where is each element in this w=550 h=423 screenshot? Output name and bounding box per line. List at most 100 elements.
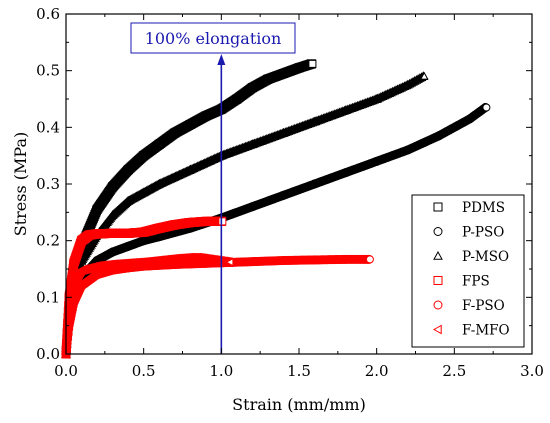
legend-label: PDMS: [462, 200, 505, 216]
data-point: [185, 164, 196, 174]
legend-item: P-PSO: [433, 225, 504, 241]
series-end-marker: [365, 255, 374, 264]
data-point: [310, 255, 320, 265]
legend-label: FPS: [462, 274, 490, 290]
data-point: [108, 247, 118, 257]
data-point: [278, 190, 288, 200]
data-point: [185, 120, 195, 129]
series-fps: [61, 216, 227, 359]
marker-square: [433, 202, 443, 212]
series-end-marker: [308, 59, 317, 68]
series-f-mfo: [60, 252, 234, 359]
data-point: [170, 220, 180, 230]
x-tick-label: 1.0: [209, 362, 233, 380]
data-point: [68, 278, 78, 289]
data-point: [193, 252, 202, 263]
series-end-marker: [482, 103, 491, 112]
data-point: [247, 257, 257, 267]
data-point: [92, 205, 102, 214]
data-point: [123, 241, 133, 251]
data-point: [92, 229, 102, 239]
data-point: [154, 178, 165, 188]
legend-item: PDMS: [433, 200, 505, 216]
data-point: [154, 139, 164, 149]
x-tick-label: 3.0: [520, 362, 544, 380]
y-axis-title: Stress (MPa): [11, 132, 30, 236]
data-point: [465, 114, 475, 124]
x-axis-title: Strain (mm/mm): [232, 395, 366, 414]
data-point: [278, 256, 288, 265]
legend-label: P-PSO: [462, 225, 504, 241]
data-point: [77, 236, 87, 246]
elongation-label: 100% elongation: [145, 29, 282, 48]
legend-item: FPS: [433, 274, 490, 290]
marker-circle: [433, 227, 443, 236]
y-tick-label: 0.6: [36, 5, 60, 23]
data-point: [247, 202, 257, 212]
data-point: [278, 69, 288, 78]
data-point: [123, 258, 132, 269]
elongation-arrowhead: [217, 54, 226, 65]
data-point: [403, 145, 413, 155]
data-point: [341, 168, 351, 178]
data-point: [76, 265, 86, 275]
y-tick-label: 0.3: [36, 175, 60, 193]
data-point: [247, 139, 258, 149]
legend-label: F-PSO: [462, 298, 505, 314]
data-point: [201, 216, 211, 226]
series-end-marker: [218, 217, 227, 226]
marker-circle: [433, 300, 443, 310]
y-tick-label: 0.5: [36, 62, 60, 80]
x-tick-label: 2.5: [442, 362, 466, 380]
data-point: [123, 165, 133, 175]
data-point: [139, 151, 149, 161]
series-pdms: [61, 59, 317, 359]
data-point: [64, 303, 73, 314]
data-point: [170, 128, 180, 138]
data-point: [108, 182, 118, 192]
data-point: [294, 63, 304, 73]
data-point: [341, 254, 351, 264]
data-point: [154, 255, 163, 266]
data-point: [309, 116, 320, 126]
y-tick-label: 0.1: [36, 288, 60, 306]
marker-triangle-left: [432, 324, 442, 335]
axis-ticks: 0.0 0.5 1.0 1.5 2.0 2.5 3.0 0.0 0.1 0.2 0.3 0.4 0.5 0…: [36, 5, 544, 380]
y-tick-label: 0.4: [36, 118, 60, 136]
data-point: [340, 105, 351, 115]
y-tick-label: 0.2: [36, 232, 60, 250]
series-p-pso: [61, 103, 491, 359]
data-point: [108, 228, 118, 238]
data-point: [310, 179, 320, 189]
series-end-marker: [419, 71, 429, 80]
data-point: [107, 210, 118, 219]
data-point: [200, 253, 210, 264]
data-point: [169, 253, 179, 264]
legend-label: F-MFO: [462, 323, 510, 339]
series-f-pso: [61, 254, 374, 359]
data-point: [263, 74, 273, 84]
data-point: [123, 228, 133, 238]
series-end-marker: [225, 257, 234, 267]
data-point: [402, 79, 413, 89]
data-point: [372, 156, 382, 166]
elongation-annotation: 100% elongation: [130, 22, 296, 354]
data-point: [139, 236, 149, 246]
x-tick-label: 0.0: [54, 362, 78, 380]
data-point: [434, 131, 444, 141]
legend-item: F-MFO: [432, 323, 510, 339]
data-point: [84, 230, 94, 240]
data-point: [69, 258, 79, 268]
legend-item: F-PSO: [433, 298, 505, 314]
data-point: [185, 218, 195, 228]
legend-label: P-MSO: [462, 249, 509, 265]
legend-item: P-MSO: [433, 249, 509, 265]
elongation-label-box: [130, 22, 296, 54]
data-point: [138, 187, 149, 197]
x-tick-label: 1.5: [287, 362, 311, 380]
data-point: [138, 257, 148, 268]
data-point: [201, 111, 211, 121]
series-layer: [60, 59, 491, 359]
legend-box: [411, 194, 525, 348]
